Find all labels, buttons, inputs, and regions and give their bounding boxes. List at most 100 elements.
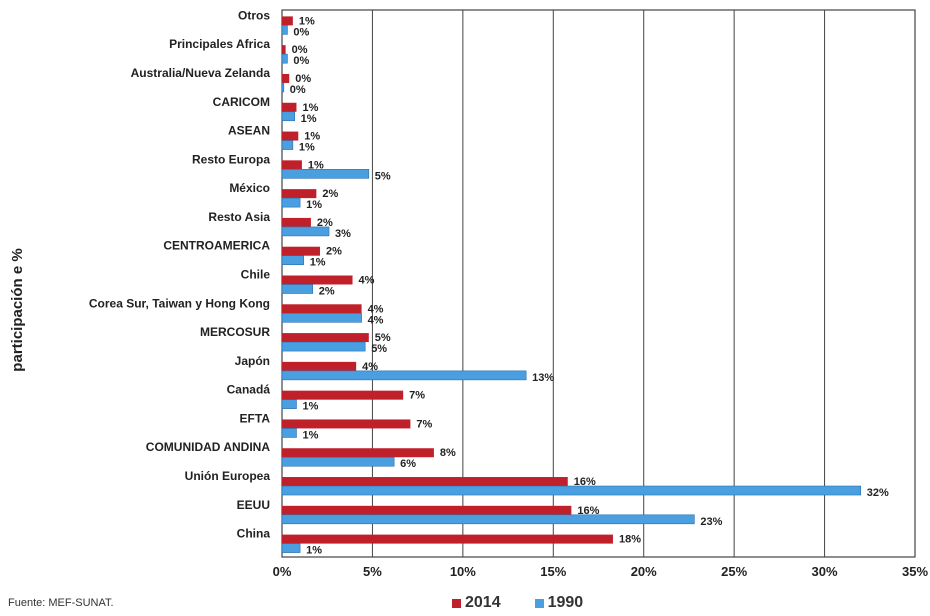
- category-label: Chile: [241, 268, 271, 282]
- bars: [281, 16, 862, 553]
- data-label-1990: 6%: [400, 458, 416, 470]
- data-label-2014: 7%: [409, 390, 425, 402]
- bar-2014: [282, 131, 299, 141]
- data-label-1990: 0%: [290, 84, 306, 96]
- data-label-2014: 16%: [577, 505, 599, 517]
- x-tick-label: 10%: [450, 564, 476, 579]
- data-label-2014: 5%: [375, 332, 391, 344]
- y-axis-label: participación e %: [9, 248, 26, 371]
- bar-1990: [281, 53, 288, 64]
- data-label-1990: 2%: [319, 286, 335, 298]
- data-label-1990: 5%: [375, 170, 391, 182]
- data-label-2014: 2%: [326, 246, 342, 258]
- data-label-1990: 23%: [700, 516, 722, 528]
- data-label-2014: 1%: [299, 15, 315, 27]
- bar-2014: [282, 361, 357, 371]
- category-label: EFTA: [240, 411, 271, 425]
- category-label: Resto Europa: [192, 152, 270, 166]
- bar-2014: [282, 304, 362, 314]
- data-label-1990: 0%: [293, 26, 309, 38]
- bar-1990: [281, 284, 314, 294]
- bar-2014: [282, 477, 568, 487]
- source-note: Fuente: MEF-SUNAT.: [8, 597, 114, 609]
- bar-2014: [282, 45, 286, 55]
- category-label: Australia/Nueva Zelanda: [131, 66, 271, 80]
- bar-1990: [281, 25, 288, 35]
- bar-1990: [281, 428, 297, 438]
- data-label-2014: 4%: [362, 361, 378, 373]
- data-label-2014: 1%: [308, 159, 324, 171]
- legend-item-2014: 2014: [452, 594, 501, 612]
- category-label: Otros: [238, 8, 270, 22]
- data-label-2014: 4%: [359, 275, 375, 287]
- data-label-2014: 1%: [304, 131, 320, 143]
- bar-1990: [281, 140, 294, 150]
- data-label-1990: 1%: [302, 401, 318, 413]
- data-label-2014: 4%: [368, 303, 384, 315]
- data-label-2014: 7%: [416, 418, 432, 430]
- data-label-2014: 2%: [322, 188, 338, 200]
- x-axis-ticks: 0% 5% 10% 15% 20% 25% 30% 35%: [273, 564, 929, 579]
- legend-swatch-1990: [534, 598, 544, 608]
- bar-2014: [282, 16, 293, 26]
- bar-1990: [281, 514, 695, 525]
- data-label-1990: 1%: [306, 199, 322, 211]
- data-label-1990: 1%: [299, 142, 315, 154]
- category-label: COMUNIDAD ANDINA: [146, 440, 271, 454]
- bar-2014: [282, 448, 434, 458]
- bar-2014: [282, 160, 302, 170]
- category-label: CARICOM: [213, 95, 270, 109]
- data-label-2014: 16%: [574, 476, 596, 488]
- bar-1990: [281, 226, 330, 237]
- bar-1990: [281, 111, 295, 122]
- data-label-1990: 0%: [293, 55, 309, 67]
- category-labels: Otros Principales Africa Australia/Nueva Z…: [89, 8, 270, 540]
- category-label: Unión Europea: [185, 469, 271, 483]
- bar-1990: [281, 370, 527, 381]
- bar-2014: [282, 275, 353, 285]
- x-tick-label: 30%: [812, 564, 838, 579]
- bar-1990: [281, 485, 862, 496]
- x-tick-label: 25%: [721, 564, 747, 579]
- data-label-1990: 13%: [532, 372, 554, 384]
- x-tick-label: 15%: [540, 564, 566, 579]
- category-label: Corea Sur, Taiwan y Hong Kong: [89, 296, 270, 310]
- data-label-1990: 4%: [368, 314, 384, 326]
- bar-1990: [281, 399, 297, 409]
- x-tick-label: 20%: [631, 564, 657, 579]
- category-label: Resto Asia: [208, 210, 270, 224]
- category-label: México: [229, 181, 270, 195]
- data-label-1990: 1%: [302, 429, 318, 441]
- category-label: Japón: [235, 354, 270, 368]
- category-label: ASEAN: [228, 124, 270, 138]
- category-label: China: [237, 527, 271, 541]
- bar-2014: [282, 246, 320, 256]
- bar-2014: [282, 189, 317, 199]
- bar-1990: [281, 456, 395, 467]
- x-tick-label: 0%: [273, 564, 292, 579]
- legend-item-1990: 1990: [534, 594, 583, 612]
- data-label-1990: 1%: [306, 545, 322, 557]
- legend-label-2014: 2014: [465, 594, 501, 611]
- data-label-1990: 5%: [371, 343, 387, 355]
- bar-1990: [281, 169, 370, 179]
- data-label-1990: 1%: [301, 113, 317, 125]
- plot-border: [281, 9, 916, 558]
- category-label: CENTROAMERICA: [163, 239, 270, 253]
- bar-2014: [282, 419, 411, 429]
- data-label-1990: 3%: [335, 228, 351, 240]
- bar-1990: [281, 341, 366, 352]
- bar-2014: [282, 534, 613, 544]
- data-label-2014: 8%: [440, 447, 456, 459]
- x-tick-label: 35%: [902, 564, 928, 579]
- legend-swatch-2014: [452, 598, 461, 608]
- data-label-2014: 2%: [317, 217, 333, 229]
- data-label-2014: 0%: [292, 44, 308, 56]
- category-label: EEUU: [237, 498, 270, 512]
- bar-1990: [281, 543, 301, 553]
- x-tick-label: 5%: [363, 564, 382, 579]
- data-label-2014: 18%: [619, 534, 641, 546]
- bar-2014: [282, 217, 311, 227]
- bar-1990: [281, 197, 301, 208]
- bar-2014: [282, 73, 290, 83]
